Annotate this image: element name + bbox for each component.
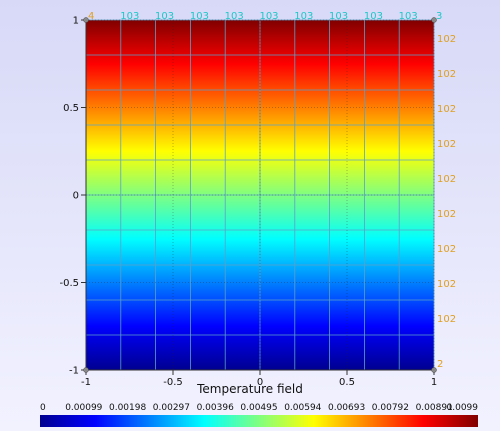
top-right-corner-label: 3 <box>436 11 442 22</box>
right-node-label: 102 <box>437 104 456 115</box>
right-node-label: 102 <box>437 69 456 80</box>
right-node-label: 102 <box>437 279 456 290</box>
colorbar-tick-label: 0.00891 <box>416 403 453 413</box>
x-tick-label: -1 <box>81 377 91 388</box>
y-tick-label: 0.5 <box>63 103 79 114</box>
right-node-label: 102 <box>437 209 456 220</box>
right-node-label: 102 <box>437 244 456 255</box>
top-node-label: 103 <box>155 11 174 22</box>
corner-node-marker <box>83 367 89 373</box>
bottom-right-corner-label: 2 <box>437 359 443 370</box>
top-left-corner-label: 4 <box>88 11 94 22</box>
right-node-label: 102 <box>437 314 456 325</box>
top-node-label: 103 <box>225 11 244 22</box>
corner-node-marker <box>83 17 89 23</box>
top-node-label: 103 <box>259 11 278 22</box>
colorbar-tick-label: 0.00594 <box>284 403 321 413</box>
top-node-label: 103 <box>190 11 209 22</box>
right-node-label: 102 <box>437 174 456 185</box>
right-node-label: 102 <box>437 139 456 150</box>
colorbar-tick-label: 0.00297 <box>153 403 190 413</box>
colorbar-tick-label: 0.0099 <box>447 403 479 413</box>
x-tick-label: -0.5 <box>163 377 183 388</box>
x-tick-label: 0.5 <box>339 377 355 388</box>
right-node-label: 102 <box>437 34 456 45</box>
axes: -1 -0.5 0 0.5 1 -1 -0.5 0 0.5 1 <box>59 16 437 389</box>
y-tick-label: -1 <box>69 366 79 377</box>
top-node-label: 103 <box>364 11 383 22</box>
top-node-label: 103 <box>329 11 348 22</box>
colorbar-tick-label: 0.00396 <box>197 403 234 413</box>
colorbar-tick-label: 0.00495 <box>240 403 277 413</box>
x-tick-label: 0 <box>257 377 263 388</box>
top-node-label: 103 <box>294 11 313 22</box>
colorbar-tick-label: 0.00693 <box>328 403 365 413</box>
x-axis-label: Temperature field <box>196 382 303 396</box>
y-tick-label: -0.5 <box>59 278 79 289</box>
colorbar-tick-label: 0.00792 <box>372 403 409 413</box>
top-node-label: 103 <box>120 11 139 22</box>
top-node-label: 103 <box>399 11 418 22</box>
colorbar-tick-label: 0 <box>40 403 46 413</box>
colorbar <box>40 415 478 427</box>
colorbar-ticks: 0 0.00099 0.00198 0.00297 0.00396 0.00495 0.00… <box>40 403 478 413</box>
corner-node-marker <box>431 367 437 373</box>
corner-node-marker <box>431 17 437 23</box>
colorbar-tick-label: 0.00099 <box>65 403 102 413</box>
node-labels: 4 3 103 103 103 103 103 103 103 103 103 102 102 102 10… <box>88 11 456 370</box>
colorbar-tick-label: 0.00198 <box>109 403 146 413</box>
y-tick-label: 0 <box>73 191 79 202</box>
y-tick-label: 1 <box>73 16 79 27</box>
x-tick-label: 1 <box>431 377 437 388</box>
